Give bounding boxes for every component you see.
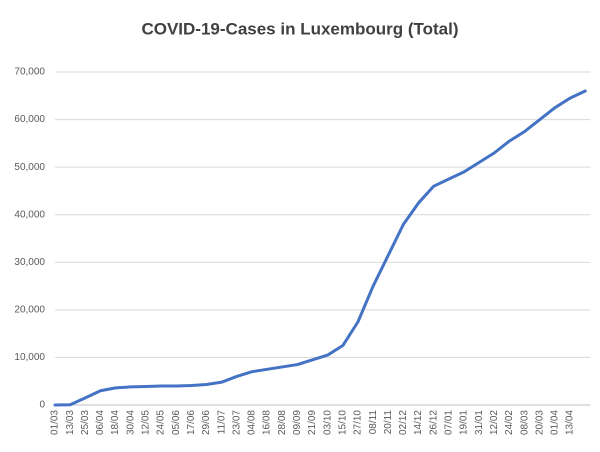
x-tick-label: 07/01 [444,410,455,435]
x-tick-label: 12/05 [141,410,152,435]
x-tick-label: 31/01 [474,410,485,435]
x-tick-label: 24/02 [504,410,515,435]
x-tick-label: 03/10 [322,410,333,435]
y-tick-label: 20,000 [14,304,45,315]
chart-title: COVID-19-Cases in Luxembourg (Total) [141,19,458,38]
x-tick-label: 26/12 [428,410,439,435]
x-tick-label: 15/10 [337,410,348,435]
y-tick-label: 50,000 [14,162,45,173]
x-tick-label: 20/11 [383,410,394,435]
x-tick-label: 09/09 [292,410,303,435]
x-tick-label: 01/03 [50,410,61,435]
y-tick-label: 60,000 [14,114,45,125]
x-tick-label: 21/09 [307,410,318,435]
x-tick-label: 30/04 [125,410,136,435]
x-tick-label: 17/06 [186,410,197,435]
x-tick-label: 16/08 [262,410,273,435]
x-tick-label: 25/03 [80,410,91,435]
x-tick-label: 06/04 [95,410,106,435]
y-tick-label: 0 [39,400,45,411]
x-tick-label: 02/12 [398,410,409,435]
x-tick-label: 19/01 [459,410,470,435]
y-tick-label: 30,000 [14,257,45,268]
x-tick-label: 01/04 [550,410,561,435]
x-tick-label: 29/06 [201,410,212,435]
x-tick-label: 23/07 [231,410,242,435]
y-tick-label: 10,000 [14,352,45,363]
x-tick-label: 28/08 [277,410,288,435]
x-tick-label: 14/12 [413,410,424,435]
x-tick-label: 24/05 [156,410,167,435]
x-tick-label: 18/04 [110,410,121,435]
y-tick-label: 70,000 [14,67,45,78]
x-tick-label: 11/07 [216,410,227,435]
x-tick-label: 04/08 [247,410,258,435]
x-tick-label: 08/03 [519,410,530,435]
line [53,89,587,407]
x-tick-label: 13/04 [565,410,576,435]
x-tick-label: 08/11 [368,410,379,435]
x-tick-label: 13/03 [65,410,76,435]
x-tick-label: 05/06 [171,410,182,435]
x-tick-label: 12/02 [489,410,500,435]
x-tick-label: 27/10 [353,410,364,435]
y-tick-label: 40,000 [14,209,45,220]
x-tick-label: 20/03 [534,410,545,435]
